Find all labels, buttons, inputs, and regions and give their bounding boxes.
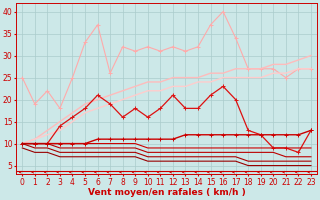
X-axis label: Vent moyen/en rafales ( km/h ): Vent moyen/en rafales ( km/h )	[88, 188, 245, 197]
